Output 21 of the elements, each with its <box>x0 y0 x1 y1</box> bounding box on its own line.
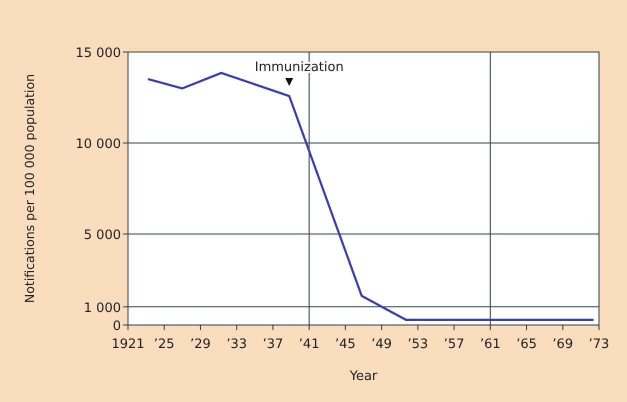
y-tick-label: 15 000 <box>76 46 121 61</box>
x-tick-label: ’45 <box>335 337 356 352</box>
y-tick-label: 1 000 <box>84 300 121 316</box>
x-tick-label: ’53 <box>408 337 428 352</box>
x-tick-label: ’25 <box>154 337 175 352</box>
x-tick-label: ’61 <box>480 337 501 352</box>
x-tick-label: ’37 <box>262 337 284 352</box>
x-tick-label: ’57 <box>444 337 464 352</box>
x-axis-title: Year <box>348 369 378 384</box>
x-tick-label: ’33 <box>226 337 248 352</box>
x-tick-label: ’49 <box>371 337 392 352</box>
y-tick-label: 10 000 <box>76 137 121 152</box>
y-tick-label: 5 000 <box>84 228 121 243</box>
x-tick-label: ’29 <box>190 337 211 352</box>
y-axis-title: Notifications per 100 000 population <box>22 74 37 304</box>
x-tick-label: ’69 <box>552 337 574 352</box>
x-tick-label: ’65 <box>516 337 537 352</box>
y-tick-label: 0 <box>112 319 121 334</box>
x-tick-label: ’41 <box>298 337 320 352</box>
x-tick-label: 1921 <box>111 337 145 352</box>
x-tick-label: ’73 <box>588 337 610 352</box>
